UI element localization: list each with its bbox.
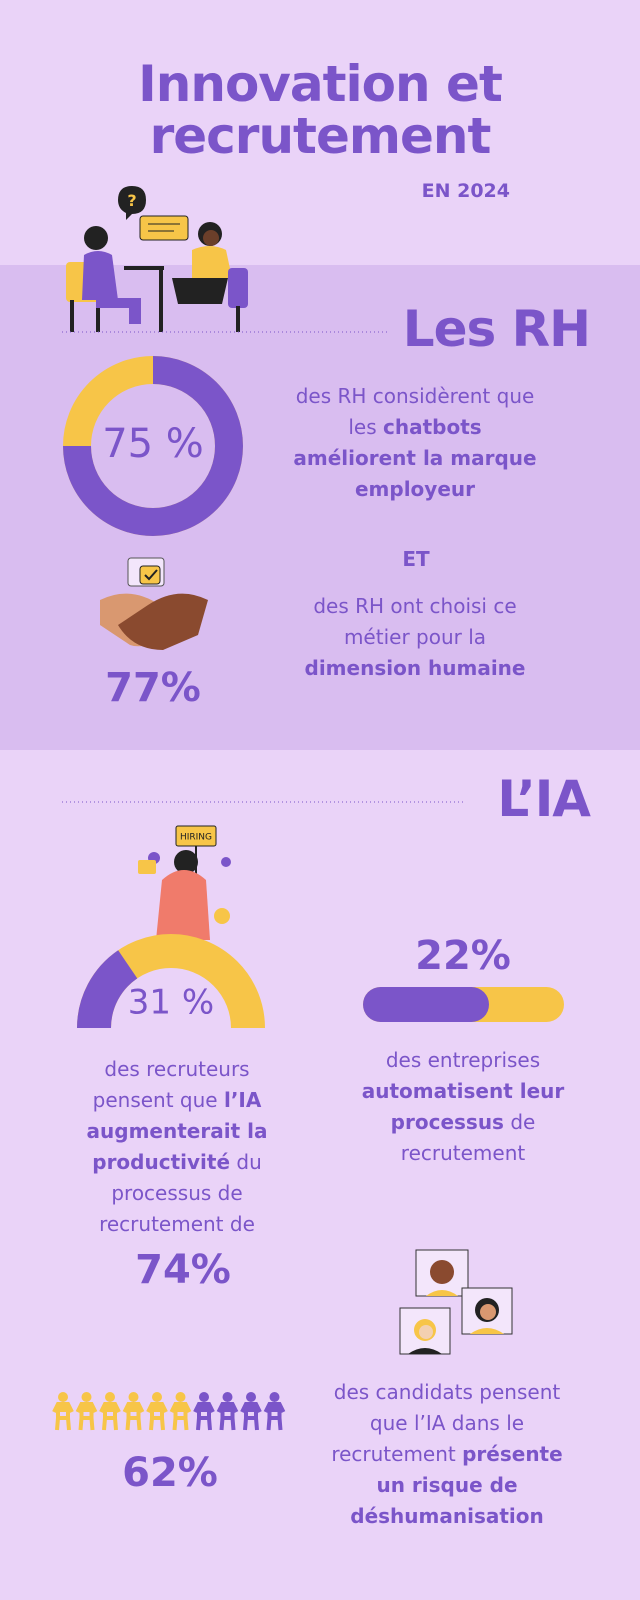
svg-text:?: ? [127, 191, 136, 210]
person-body [122, 1402, 145, 1431]
text-run: des RH considèrent que les [295, 384, 535, 439]
stat-text: des RH considèrent que les chatbots amél… [288, 381, 542, 505]
person-body [193, 1402, 215, 1431]
person-head [222, 1392, 233, 1402]
text-run: automatisent leur processus [361, 1079, 565, 1134]
text-run: l’IA augmenterait la productivité [86, 1088, 268, 1174]
person-head [152, 1392, 162, 1402]
person-body [240, 1402, 262, 1431]
half-donut-segment [77, 950, 138, 1029]
stat-text: des recruteurs pensent que l’IA augmente… [82, 1054, 272, 1240]
person-body [263, 1402, 286, 1431]
section-heading: Les RH [402, 300, 591, 358]
sign-text: HIRING [180, 833, 212, 843]
stat-text: des RH ont choisi ce métier pour la dime… [302, 591, 528, 684]
avatars-illustration [399, 1249, 513, 1355]
text-run: des recruteurs pensent que [92, 1057, 250, 1112]
person-body [75, 1402, 98, 1431]
text-run: chatbots améliorent la marque employeur [293, 415, 537, 501]
person-body [169, 1402, 192, 1431]
person-head [105, 1392, 115, 1402]
person-head [175, 1392, 186, 1402]
person-head [81, 1392, 92, 1402]
donut-label: 75 % [102, 421, 204, 467]
progress-bar [363, 987, 564, 1022]
person-head [199, 1392, 209, 1402]
half-donut-label: 31 % [128, 983, 214, 1023]
text-run: du processus de recrutement de [99, 1150, 262, 1236]
person-body [99, 1402, 121, 1431]
stat-figure: 74% [135, 1247, 231, 1293]
hiring-illustration: HIRING [138, 825, 231, 940]
person-head [269, 1392, 280, 1402]
text-run: de recrutement [400, 1110, 536, 1165]
subtitle: EN 2024 [421, 180, 510, 202]
person-head [58, 1392, 68, 1402]
interview-illustration: ? [66, 186, 248, 332]
stat-figure: 62% [122, 1450, 218, 1496]
section-heading: L’IA [497, 770, 591, 828]
title: Innovation et recrutement [138, 55, 503, 165]
person-head [128, 1392, 139, 1402]
stat-figure: 77% [105, 665, 201, 711]
person-body [146, 1402, 168, 1431]
people-row [52, 1392, 286, 1431]
handshake-icon [100, 557, 208, 650]
text-run: dimension humaine [304, 656, 526, 680]
stat-figure: 22% [415, 933, 511, 979]
person-head [246, 1392, 256, 1402]
person-body [52, 1402, 74, 1431]
stat-text: des candidats pensent que l’IA dans le r… [322, 1377, 572, 1532]
text-run: des RH ont choisi ce métier pour la [313, 594, 517, 649]
text-run: présente un risque de déshumanisation [350, 1442, 563, 1528]
donut-segment [63, 356, 243, 536]
text-run: des candidats pensent que l’IA dans le r… [331, 1380, 561, 1466]
text-run: des entreprises [385, 1048, 541, 1072]
stat-text: des entreprises automatisent leur proces… [358, 1045, 568, 1169]
connector: ET [402, 547, 430, 571]
person-body [216, 1402, 239, 1431]
